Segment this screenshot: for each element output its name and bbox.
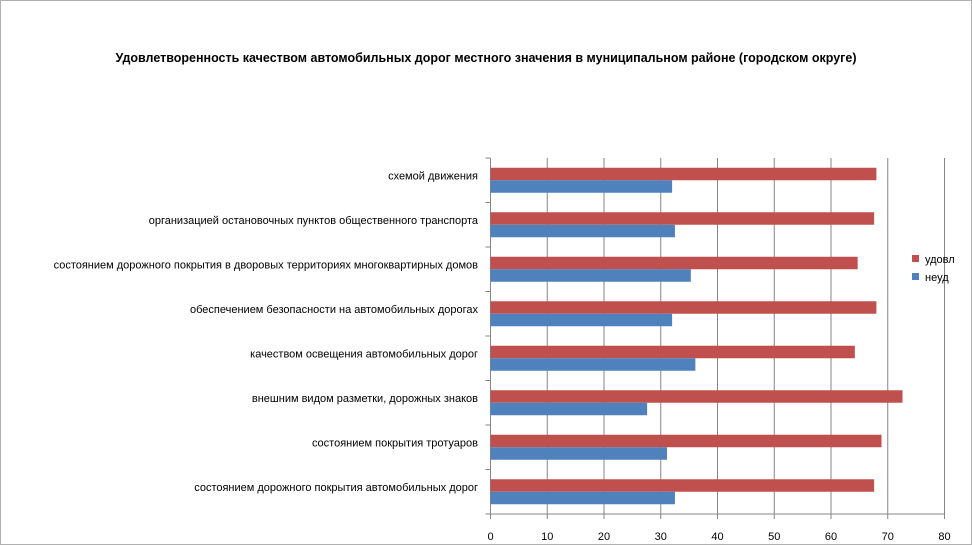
bar-unsatisfied bbox=[490, 180, 673, 193]
legend-label: неуд bbox=[925, 272, 949, 284]
x-tick-label: 20 bbox=[598, 531, 610, 543]
bar-satisfied bbox=[490, 479, 875, 492]
legend-swatch bbox=[912, 255, 919, 262]
category-label: схемой движения bbox=[388, 170, 478, 182]
x-tick-label: 50 bbox=[768, 531, 780, 543]
legend-swatch bbox=[912, 273, 919, 280]
bar-unsatisfied bbox=[490, 358, 696, 371]
bar-satisfied bbox=[490, 390, 903, 403]
bar-satisfied bbox=[490, 345, 855, 359]
x-tick-label: 40 bbox=[711, 531, 723, 543]
bar-unsatisfied bbox=[490, 269, 691, 282]
chart-title: Удовлетворенность качеством автомобильны… bbox=[115, 51, 857, 65]
category-label: состоянием дорожного покрытия в дворовых… bbox=[54, 259, 479, 271]
category-label: состоянием покрытия тротуаров bbox=[312, 437, 478, 449]
bar-satisfied bbox=[490, 434, 882, 448]
category-label: обеспечением безопасности на автомобильн… bbox=[190, 304, 478, 316]
category-label: состоянием дорожного покрытия автомобиль… bbox=[194, 482, 478, 494]
bar-unsatisfied bbox=[490, 447, 667, 460]
bar-unsatisfied bbox=[490, 491, 675, 505]
x-tick-label: 30 bbox=[655, 531, 667, 543]
x-tick-label: 80 bbox=[938, 531, 950, 543]
x-tick-label: 70 bbox=[882, 531, 894, 543]
bar-satisfied bbox=[490, 256, 858, 270]
bar-satisfied bbox=[490, 167, 877, 181]
category-label: внешним видом разметки, дорожных знаков bbox=[252, 393, 478, 405]
x-tick-label: 60 bbox=[825, 531, 837, 543]
bar-unsatisfied bbox=[490, 402, 648, 416]
x-tick-label: 10 bbox=[541, 531, 553, 543]
legend-label: удовл bbox=[925, 254, 955, 266]
bar-satisfied bbox=[490, 212, 875, 225]
bar-unsatisfied bbox=[490, 224, 675, 238]
category-label: качеством освещения автомобильных дорог bbox=[250, 348, 478, 360]
bar-unsatisfied bbox=[490, 313, 673, 327]
bar-satisfied bbox=[490, 301, 877, 314]
x-tick-label: 0 bbox=[487, 531, 493, 543]
category-label: организацией остановочных пунктов общест… bbox=[149, 215, 479, 227]
